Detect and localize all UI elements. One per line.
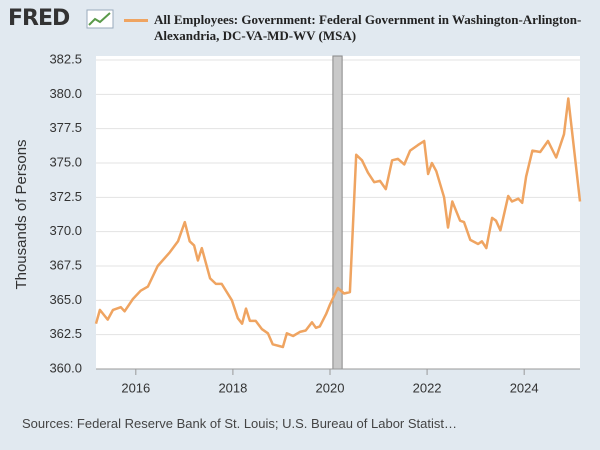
x-tick-label: 2022	[413, 380, 442, 395]
y-tick-label: 365.0	[49, 292, 82, 307]
y-axis-label: Thousands of Persons	[13, 139, 30, 289]
legend-label: All Employees: Government: Federal Gover…	[154, 12, 582, 43]
logo-icon	[86, 9, 114, 29]
y-tick-label: 370.0	[49, 223, 82, 238]
logo-frame	[86, 9, 114, 29]
y-tick-label: 377.5	[49, 120, 82, 135]
recession-band	[332, 55, 343, 370]
y-tick-label: 360.0	[49, 360, 82, 375]
x-tick-label: 2018	[218, 380, 247, 395]
legend-swatch	[124, 19, 148, 22]
y-tick-label: 382.5	[49, 51, 82, 66]
y-tick-label: 367.5	[49, 257, 82, 272]
legend: All Employees: Government: Federal Gover…	[124, 12, 594, 44]
x-tick-label: 2020	[316, 380, 345, 395]
x-tick-label: 2024	[510, 380, 539, 395]
logo-line	[88, 12, 111, 26]
y-tick-label: 362.5	[49, 326, 82, 341]
logo: FRED	[8, 6, 70, 31]
y-tick-label: 380.0	[49, 86, 82, 101]
data-line	[94, 97, 582, 349]
y-tick-label: 375.0	[49, 154, 82, 169]
y-tick-label: 372.5	[49, 189, 82, 204]
source: Sources: Federal Reserve Bank of St. Lou…	[22, 416, 457, 431]
x-tick-label: 2016	[121, 380, 150, 395]
